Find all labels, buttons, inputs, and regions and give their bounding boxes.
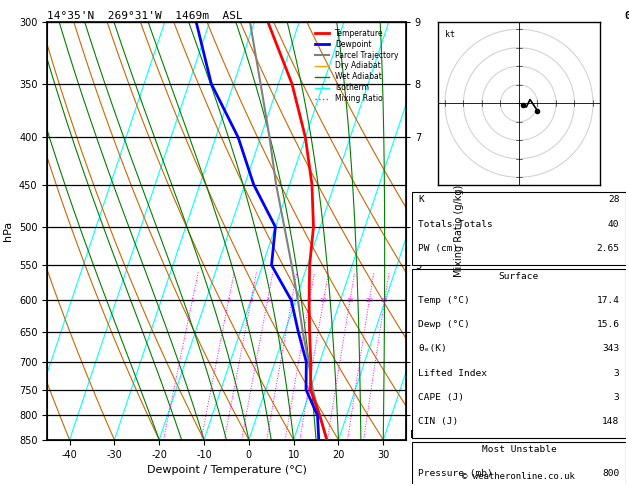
Text: © weatheronline.co.uk: © weatheronline.co.uk — [462, 471, 576, 481]
Text: 40: 40 — [608, 220, 620, 228]
Text: Temp (°C): Temp (°C) — [418, 296, 470, 305]
FancyBboxPatch shape — [412, 442, 626, 486]
Text: 3: 3 — [249, 297, 253, 303]
Text: Surface: Surface — [499, 272, 539, 281]
Text: 1: 1 — [191, 297, 194, 303]
Text: 15.6: 15.6 — [596, 320, 620, 330]
Text: 01.05.2024  09GMT  (Base: 00): 01.05.2024 09GMT (Base: 00) — [625, 11, 629, 21]
Text: PW (cm): PW (cm) — [418, 243, 459, 253]
Text: 4: 4 — [265, 297, 270, 303]
FancyBboxPatch shape — [412, 192, 626, 265]
Y-axis label: hPa: hPa — [3, 221, 13, 241]
X-axis label: Dewpoint / Temperature (°C): Dewpoint / Temperature (°C) — [147, 465, 306, 475]
Text: Mixing Ratio (g/kg): Mixing Ratio (g/kg) — [454, 185, 464, 277]
Text: Dewp (°C): Dewp (°C) — [418, 320, 470, 330]
Text: Pressure (mb): Pressure (mb) — [418, 469, 493, 478]
Text: 14°35'N  269°31'W  1469m  ASL: 14°35'N 269°31'W 1469m ASL — [47, 11, 243, 21]
Text: 3: 3 — [614, 393, 620, 402]
Text: 25: 25 — [381, 297, 389, 303]
Text: 28: 28 — [608, 195, 620, 205]
Text: CIN (J): CIN (J) — [418, 417, 459, 426]
Text: 20: 20 — [365, 297, 374, 303]
Text: 6: 6 — [290, 297, 294, 303]
Text: CAPE (J): CAPE (J) — [418, 393, 464, 402]
Y-axis label: km
ASL: km ASL — [422, 222, 444, 240]
Text: 10: 10 — [320, 297, 328, 303]
Text: 800: 800 — [602, 469, 620, 478]
Text: 15: 15 — [346, 297, 354, 303]
FancyBboxPatch shape — [412, 269, 626, 438]
Legend: Temperature, Dewpoint, Parcel Trajectory, Dry Adiabat, Wet Adiabat, Isotherm, Mi: Temperature, Dewpoint, Parcel Trajectory… — [313, 26, 402, 106]
Text: 17.4: 17.4 — [596, 296, 620, 305]
Text: 2.65: 2.65 — [596, 243, 620, 253]
Text: kt: kt — [445, 30, 455, 39]
Text: 148: 148 — [602, 417, 620, 426]
Text: LCL: LCL — [410, 430, 428, 440]
Text: Totals Totals: Totals Totals — [418, 220, 493, 228]
Text: θₑ(K): θₑ(K) — [418, 345, 447, 353]
Text: 343: 343 — [602, 345, 620, 353]
Text: Lifted Index: Lifted Index — [418, 368, 487, 378]
Text: Most Unstable: Most Unstable — [482, 445, 556, 454]
Text: 8: 8 — [308, 297, 311, 303]
Text: K: K — [418, 195, 424, 205]
Text: 3: 3 — [614, 368, 620, 378]
Text: 2: 2 — [226, 297, 231, 303]
